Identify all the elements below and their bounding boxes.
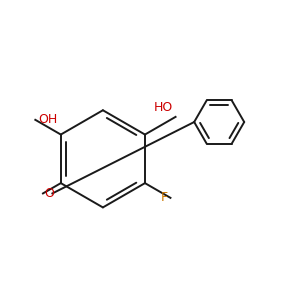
Text: F: F bbox=[160, 191, 167, 204]
Text: O: O bbox=[44, 187, 54, 200]
Text: HO: HO bbox=[153, 101, 172, 114]
Text: OH: OH bbox=[38, 113, 58, 126]
